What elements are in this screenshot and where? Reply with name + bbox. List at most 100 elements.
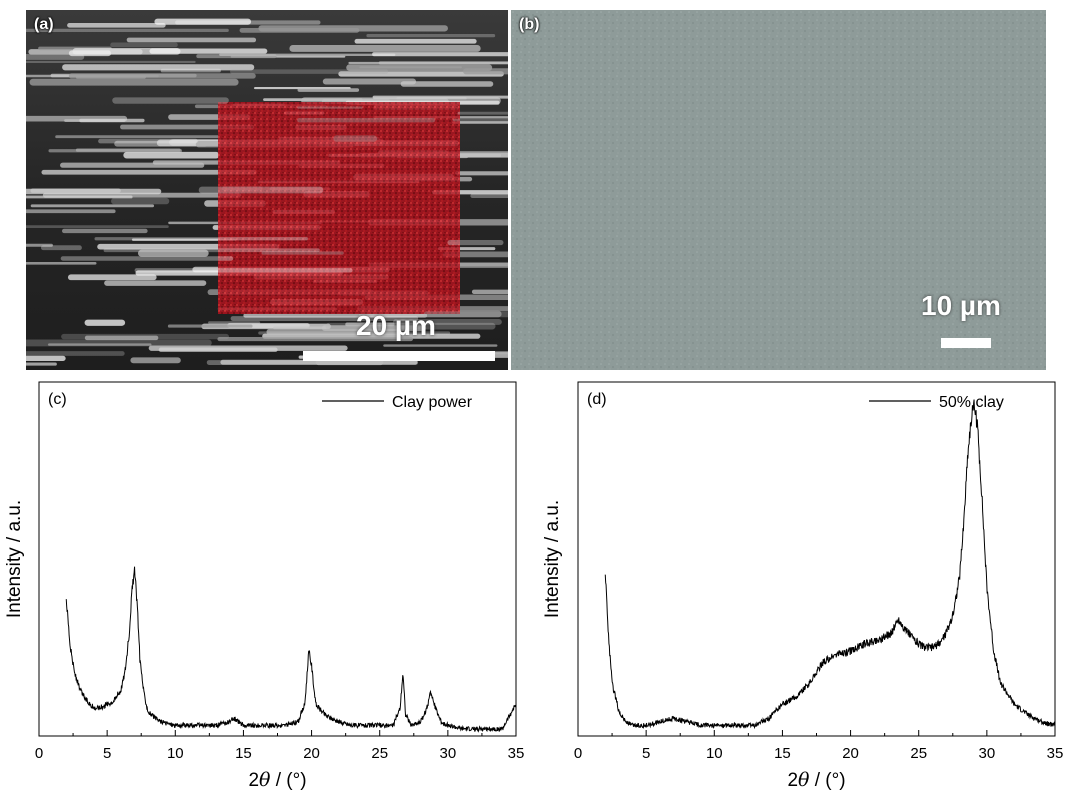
- lamella-streak: [208, 321, 261, 324]
- lamella-streak: [84, 319, 126, 326]
- x-axis-label-unit: / (°): [270, 770, 306, 791]
- lamella-streak: [149, 48, 268, 54]
- lamella-streak: [134, 268, 353, 273]
- lamella-streak: [447, 239, 504, 246]
- series-line: [604, 399, 1056, 730]
- lamella-streak: [206, 360, 419, 365]
- x-tick-label: 10: [706, 745, 723, 762]
- lamella-streak: [26, 243, 53, 247]
- x-axis-label-theta: θ: [259, 769, 271, 791]
- lamella-streak: [61, 333, 229, 340]
- lamella-streak: [60, 256, 234, 261]
- lamella-streak: [457, 111, 508, 115]
- lamella-streak: [470, 193, 508, 199]
- lamella-streak: [230, 69, 389, 74]
- x-tick-label: 30: [440, 745, 457, 762]
- scale-bar-b: [941, 338, 991, 348]
- sem-cross-section-texture: [26, 10, 508, 370]
- x-axis-label: 2θ / (°): [787, 769, 845, 791]
- lamella-streak: [26, 195, 133, 199]
- scale-bar-label-a: 20 µm: [356, 310, 436, 341]
- lamella-streak: [198, 186, 324, 194]
- lamella-streak: [26, 54, 85, 60]
- x-axis-label-prefix: 2: [787, 770, 798, 791]
- lamella-streak: [167, 324, 253, 328]
- lamella-streak: [68, 73, 256, 79]
- lamella-streak: [372, 95, 508, 99]
- x-tick-label: 30: [979, 745, 996, 762]
- lamella-streak: [40, 245, 82, 251]
- lamella-streak: [55, 135, 219, 139]
- panel-label-b: (b): [519, 16, 540, 33]
- plot-frame: [38, 381, 517, 737]
- x-tick-label: 35: [508, 745, 525, 762]
- lamella-streak: [67, 274, 157, 281]
- lamella-streak: [75, 148, 181, 152]
- lamella-streak: [219, 53, 396, 56]
- lamella-streak: [400, 81, 494, 87]
- lamella-streak: [26, 351, 125, 356]
- lamella-streak: [266, 328, 400, 335]
- lamella-streak: [123, 151, 220, 159]
- lamella-streak: [354, 38, 477, 44]
- lamella-streak: [297, 117, 436, 123]
- x-axis-label-unit: / (°): [809, 770, 845, 791]
- lamella-streak: [84, 335, 159, 341]
- panel-label: (d): [587, 391, 607, 408]
- lamella-streak: [94, 237, 308, 241]
- lamella-streak: [68, 50, 112, 57]
- lamella-streak: [366, 34, 496, 38]
- x-tick-label: 35: [1047, 745, 1064, 762]
- lamella-streak: [297, 106, 363, 109]
- lamella-streak: [26, 362, 57, 366]
- lamella-streak: [297, 88, 360, 92]
- lamella-streak: [130, 357, 181, 364]
- lamella-streak: [29, 78, 239, 86]
- x-tick-label: 0: [35, 745, 43, 762]
- lamella-streak: [111, 197, 170, 205]
- xrd-chart-d: 0 5 10 15 20 25 30 35 2θ / (°) Intensity / a.u. (d…: [542, 381, 1064, 791]
- lamella-streak: [217, 336, 413, 342]
- lamella-streak: [383, 344, 498, 347]
- lamella-streak: [79, 118, 145, 123]
- y-axis-label: Intensity / a.u.: [4, 500, 25, 618]
- lamella-streak: [154, 18, 252, 25]
- lamella-streak: [322, 78, 417, 85]
- sem-surface-texture: [511, 10, 1046, 370]
- x-axis-label: 2θ / (°): [248, 769, 306, 791]
- scale-bar-a: [303, 351, 495, 361]
- x-tick-label: 0: [574, 745, 582, 762]
- lamella-streak: [315, 359, 384, 366]
- lamella-streak: [463, 68, 508, 75]
- x-tick-label: 20: [303, 745, 320, 762]
- plot-frame: [577, 381, 1056, 737]
- lamella-streak: [423, 311, 508, 318]
- panel-label: (c): [48, 391, 67, 408]
- x-tick-label: 25: [371, 745, 388, 762]
- lamella-streak: [359, 66, 462, 69]
- lamella-streak: [289, 45, 481, 52]
- lamella-streak: [26, 188, 162, 195]
- lamella-streak: [452, 118, 508, 122]
- lamella-streak: [346, 64, 493, 72]
- x-tick-label: 5: [103, 745, 111, 762]
- lamella-streak: [104, 280, 207, 286]
- sem-image-panel-a: (a) 20 µm: [26, 10, 508, 370]
- lamella-streak: [455, 171, 508, 176]
- lamella-streak: [261, 251, 344, 255]
- lamella-streak: [126, 37, 257, 43]
- lamella-streak: [103, 248, 320, 253]
- lamella-streak: [41, 169, 257, 175]
- lamella-streak: [26, 60, 196, 64]
- legend-label: Clay power: [392, 394, 473, 411]
- lamella-streak: [26, 261, 97, 265]
- lamella-streak: [372, 52, 508, 57]
- lamella-streak: [131, 238, 237, 241]
- lamella-streak: [26, 339, 212, 347]
- lamella-streak: [325, 322, 496, 330]
- lamella-streak: [98, 138, 198, 144]
- lamella-streak: [26, 225, 169, 228]
- series-line: [65, 566, 517, 733]
- lamella-streak: [110, 42, 178, 48]
- lamella-streak: [60, 162, 205, 168]
